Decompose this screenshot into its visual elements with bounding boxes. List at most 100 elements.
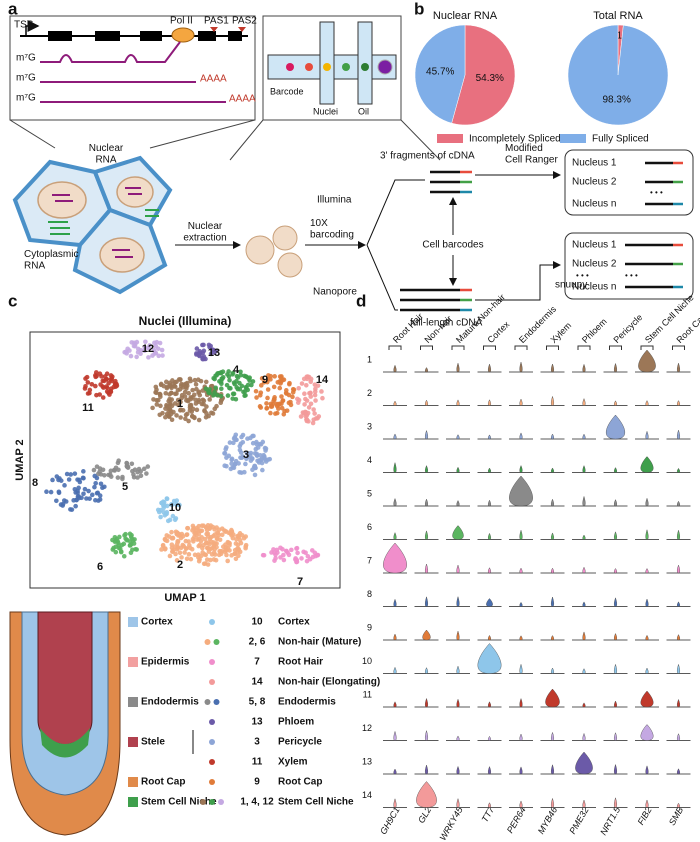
group-label: Endodermis bbox=[141, 697, 199, 708]
cluster-label: 2 bbox=[177, 559, 183, 571]
umap-point bbox=[246, 451, 251, 456]
umap-point bbox=[178, 415, 183, 420]
umap-point bbox=[178, 535, 184, 541]
umap-point bbox=[132, 467, 138, 473]
violin bbox=[519, 529, 523, 540]
pie-slice bbox=[451, 24, 516, 126]
violin bbox=[645, 799, 649, 808]
row-label: 4 bbox=[367, 455, 372, 465]
umap-point bbox=[212, 376, 217, 382]
umap-point bbox=[279, 374, 284, 379]
violin bbox=[614, 400, 617, 406]
umap-point bbox=[190, 414, 195, 419]
umap-point bbox=[183, 538, 189, 544]
legend-dot bbox=[209, 799, 215, 805]
violin bbox=[425, 367, 428, 373]
umap-point bbox=[266, 373, 271, 378]
umap-point bbox=[164, 496, 170, 502]
umap-point bbox=[207, 397, 212, 402]
violin bbox=[677, 601, 680, 607]
umap-point bbox=[121, 541, 127, 547]
umap-point bbox=[138, 351, 143, 357]
violin bbox=[551, 363, 554, 373]
umap-point bbox=[227, 440, 233, 445]
violin bbox=[425, 563, 428, 574]
violin bbox=[456, 630, 460, 641]
violin bbox=[416, 781, 437, 808]
umap-point bbox=[308, 390, 313, 396]
umap-point bbox=[217, 537, 223, 543]
umap-point bbox=[286, 392, 292, 398]
umap-point bbox=[54, 498, 59, 504]
umap-point bbox=[198, 538, 204, 544]
umap-point bbox=[260, 467, 265, 473]
cluster-label: 14 bbox=[316, 374, 329, 386]
umap-point bbox=[97, 466, 103, 471]
umap-point bbox=[214, 541, 219, 546]
legend-swatch bbox=[560, 134, 586, 143]
violin bbox=[488, 434, 491, 440]
umap-point bbox=[229, 461, 234, 466]
umap-point bbox=[237, 386, 243, 392]
violin bbox=[488, 802, 491, 808]
umap-point bbox=[179, 555, 184, 560]
umap-point bbox=[216, 527, 222, 533]
umap-point bbox=[188, 556, 194, 562]
legend-dot bbox=[218, 799, 224, 805]
umap-point bbox=[316, 414, 322, 419]
umap-point bbox=[203, 415, 209, 420]
umap-point bbox=[195, 377, 201, 382]
umap-point bbox=[63, 499, 69, 504]
umap-point bbox=[89, 381, 95, 387]
umap-point bbox=[315, 383, 321, 388]
violin bbox=[677, 663, 680, 674]
umap-point bbox=[231, 465, 237, 471]
umap-point bbox=[196, 555, 201, 560]
violin bbox=[582, 732, 586, 741]
group-label: Cortex bbox=[141, 617, 173, 628]
umap-point bbox=[68, 472, 74, 477]
row-label: 11 bbox=[363, 689, 372, 699]
umap-point bbox=[212, 552, 218, 557]
umap-point bbox=[234, 373, 240, 379]
umap-point bbox=[85, 380, 91, 385]
barcode-reads bbox=[400, 161, 683, 312]
umap-point bbox=[304, 374, 309, 380]
umap-point bbox=[89, 492, 95, 498]
umap-point bbox=[212, 406, 218, 412]
legend-swatch bbox=[437, 134, 463, 143]
violin bbox=[488, 635, 491, 641]
umap-point bbox=[308, 376, 314, 382]
violin bbox=[456, 765, 460, 775]
violin bbox=[582, 398, 586, 406]
umap-point bbox=[174, 413, 179, 418]
umap-point bbox=[273, 411, 278, 416]
umap-point bbox=[169, 397, 175, 402]
violin bbox=[393, 461, 397, 473]
violin bbox=[551, 532, 554, 540]
umap-point bbox=[286, 552, 292, 558]
umap-point bbox=[113, 384, 119, 389]
row-label: 2 bbox=[367, 388, 372, 398]
label: 13 bbox=[251, 717, 263, 728]
umap-point bbox=[233, 437, 238, 442]
row-label: 8 bbox=[367, 589, 372, 599]
violin bbox=[519, 567, 523, 574]
umap-point bbox=[182, 550, 187, 555]
umap-point bbox=[201, 348, 207, 354]
umap-point bbox=[135, 475, 140, 480]
umap-point bbox=[259, 456, 265, 461]
label: Cortex bbox=[278, 617, 310, 628]
legend-dot bbox=[209, 759, 215, 765]
panel-label: c bbox=[8, 291, 17, 310]
umap-point bbox=[104, 371, 110, 377]
violin bbox=[488, 499, 491, 507]
umap-point bbox=[177, 377, 183, 382]
umap-point bbox=[160, 543, 166, 549]
violin bbox=[605, 414, 626, 440]
umap-point bbox=[253, 388, 259, 394]
umap-point bbox=[225, 393, 231, 398]
violin bbox=[519, 766, 523, 775]
umap-point bbox=[158, 514, 163, 520]
umap-point bbox=[178, 383, 184, 389]
